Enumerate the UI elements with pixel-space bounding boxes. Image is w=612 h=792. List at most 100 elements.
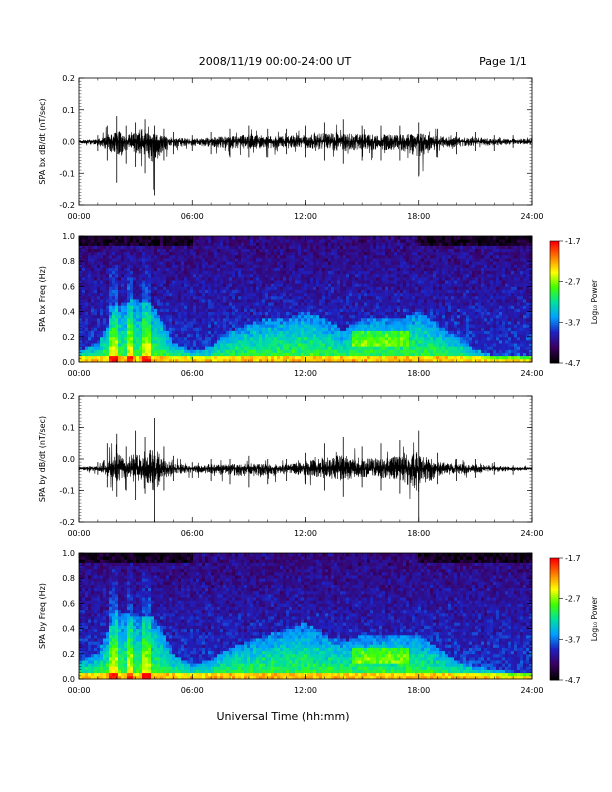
bx-spectrogram-cell xyxy=(406,299,410,303)
bx-spectrogram-cell xyxy=(199,258,203,262)
bx-spectrogram-cell xyxy=(358,280,362,284)
bx-spectrogram-cell xyxy=(400,352,404,357)
bx-spectrogram-cell xyxy=(430,324,434,328)
bx-spectrogram-cell xyxy=(415,302,419,306)
bx-spectrogram-cell xyxy=(307,292,311,297)
bx-spectrogram-cell xyxy=(328,295,332,300)
bx-spectrogram-cell xyxy=(253,286,257,290)
bx-spectrogram-cell xyxy=(202,264,206,268)
bx-spectrogram-cell xyxy=(103,355,107,360)
bx-spectrogram-cell xyxy=(301,358,305,363)
bx-spectrogram-cell xyxy=(160,283,164,287)
bx-spectrogram-cell xyxy=(196,317,200,322)
bx-spectrogram-cell xyxy=(313,317,317,322)
bx-spectrogram-cell xyxy=(292,339,296,344)
bx-spectrogram-cell xyxy=(193,317,197,322)
bx-spectrogram-cell xyxy=(109,283,113,287)
bx-spectrogram-cell xyxy=(262,349,266,353)
bx-spectrogram-cell xyxy=(214,276,218,281)
bx-spectrogram-cell xyxy=(130,355,134,360)
bx-spectrogram-cell xyxy=(352,330,356,335)
bx-spectrogram-cell xyxy=(337,276,341,281)
bx-spectrogram-cell xyxy=(247,314,251,319)
bx-spectrogram-cell xyxy=(262,299,266,303)
bx-spectrogram-cell xyxy=(322,343,326,347)
bx-spectrogram-cell xyxy=(124,346,128,350)
bx-spectrogram-cell xyxy=(280,283,284,287)
bx-spectrogram-cell xyxy=(205,276,209,281)
bx-spectrogram-cell xyxy=(136,258,140,262)
bx-spectrogram-cell xyxy=(271,327,275,331)
bx-spectrogram-cell xyxy=(250,276,254,281)
bx-spectrogram-cell xyxy=(289,295,293,300)
bx-spectrogram-cell xyxy=(295,327,299,331)
bx-spectrogram-cell xyxy=(100,346,104,350)
bx-spectrogram-cell xyxy=(127,305,131,309)
bx-spectrogram-cell xyxy=(247,327,251,331)
bx-spectrogram-cell xyxy=(343,283,347,287)
bx-spectrogram-cell xyxy=(187,254,191,259)
bx-spectrogram-cell xyxy=(379,292,383,297)
bx-spectrogram-cell xyxy=(85,283,89,287)
bx-spectrogram-cell xyxy=(367,299,371,303)
bx-spectrogram-cell xyxy=(280,236,284,240)
bx-spectrogram-cell xyxy=(214,336,218,341)
bx-spectrogram-cell xyxy=(232,321,236,325)
bx-spectrogram-cell xyxy=(268,245,272,249)
bx-spectrogram-cell xyxy=(283,292,287,297)
bx-spectrogram-cell xyxy=(403,355,407,360)
bx-spectrogram-cell xyxy=(376,321,380,325)
bx-spectrogram-cell xyxy=(358,295,362,300)
bx-spectrogram-cell xyxy=(187,295,191,300)
bx-spectrogram-cell xyxy=(154,254,158,259)
bx-spectrogram-cell xyxy=(220,248,224,253)
bx-spectrogram-cell xyxy=(382,289,386,294)
bx-spectrogram-cell xyxy=(361,311,365,316)
bx-spectrogram-cell xyxy=(187,324,191,328)
bx-spectrogram-cell xyxy=(196,295,200,300)
bx-spectrogram-cell xyxy=(271,333,275,338)
bx-spectrogram-cell xyxy=(409,343,413,347)
bx-spectrogram-cell xyxy=(229,254,233,259)
bx-spectrogram-cell xyxy=(352,355,356,360)
bx-spectrogram-cell xyxy=(331,286,335,290)
bx-spectrogram-cell xyxy=(430,333,434,338)
bx-spectrogram-cell xyxy=(118,336,122,341)
bx-spectrogram-cell xyxy=(250,267,254,272)
bx-spectrogram-cell xyxy=(151,343,155,347)
bx-spectrogram-cell xyxy=(88,324,92,328)
bx-spectrogram-cell xyxy=(100,286,104,290)
bx-spectrogram-cell xyxy=(112,305,116,309)
bx-spectrogram-cell xyxy=(130,327,134,331)
bx-spectrogram-cell xyxy=(220,239,224,243)
bx-spectrogram-cell xyxy=(370,289,374,294)
bx-spectrogram-cell xyxy=(175,261,179,265)
bx-spectrogram-cell xyxy=(358,321,362,325)
bx-spectrogram-cell xyxy=(211,352,215,357)
bx-spectrogram-cell xyxy=(262,346,266,350)
bx-spectrogram-cell xyxy=(292,292,296,297)
bx-spectrogram-cell xyxy=(397,254,401,259)
bx-spectrogram-cell xyxy=(379,245,383,249)
bx-spectrogram-cell xyxy=(157,236,161,240)
bx-spectrogram-cell xyxy=(424,339,428,344)
bx-spectrogram-cell xyxy=(181,327,185,331)
bx-spectrogram-cell xyxy=(193,261,197,265)
bx-spectrogram-cell xyxy=(406,261,410,265)
bx-spectrogram-cell xyxy=(346,330,350,335)
bx-spectrogram-cell xyxy=(340,245,344,249)
bx-spectrogram-cell xyxy=(412,308,416,312)
bx-spectrogram-cell xyxy=(247,352,251,357)
bx-spectrogram-cell xyxy=(271,314,275,319)
bx-spectrogram-cell xyxy=(274,305,278,309)
bx-spectrogram-cell xyxy=(223,267,227,272)
bx-spectrogram-cell xyxy=(148,242,152,246)
bx-spectrogram-cell xyxy=(130,358,134,363)
bx-spectrogram-cell xyxy=(151,280,155,284)
bx-spectrogram-cell xyxy=(436,270,440,275)
bx-spectrogram-cell xyxy=(370,280,374,284)
bx-spectrogram-cell xyxy=(244,346,248,350)
bx-spectrogram-cell xyxy=(103,242,107,246)
bx-spectrogram-cell xyxy=(397,280,401,284)
bx-spectrogram-cell xyxy=(433,305,437,309)
